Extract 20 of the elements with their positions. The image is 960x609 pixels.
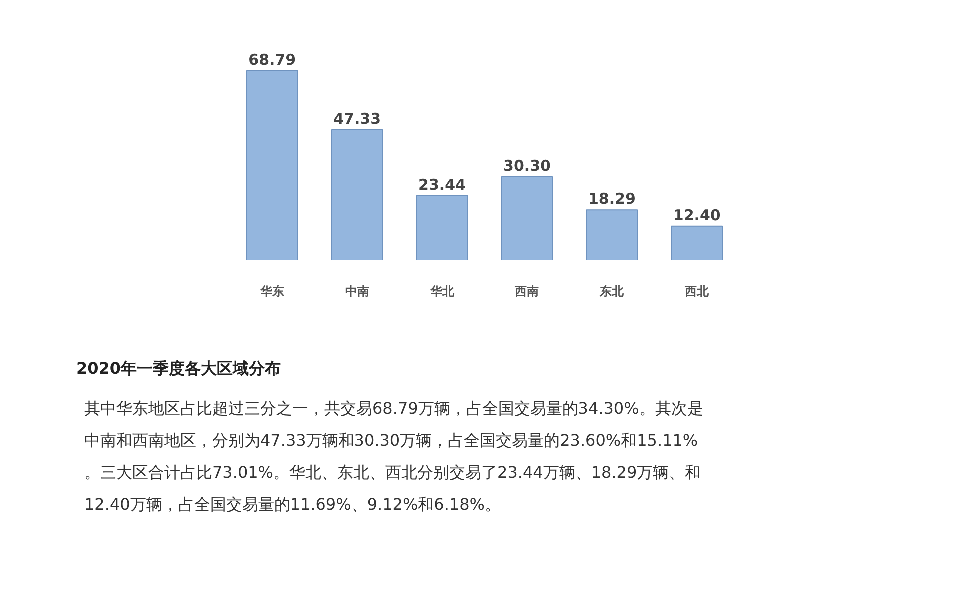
data-label: 47.33	[334, 110, 382, 128]
data-label: 12.40	[673, 206, 721, 224]
x-tick-label: 中南	[345, 284, 370, 298]
data-label: 18.29	[588, 190, 636, 208]
x-tick-label: 东北	[599, 284, 626, 298]
data-label: 23.44	[418, 176, 466, 194]
x-tick-label: 华北	[429, 284, 456, 298]
x-tick-label: 西北	[684, 284, 710, 298]
data-label: 68.79	[248, 50, 296, 69]
bar	[246, 70, 298, 260]
bar	[501, 176, 554, 260]
bar	[586, 210, 638, 260]
text: 2020年一季度各大区域分布	[76, 359, 282, 378]
bar	[416, 195, 468, 260]
bar	[671, 226, 724, 260]
data-label: 30.30	[504, 156, 551, 175]
text: 其中华东地区占比超过三分之一，共交易68.79万辆，占全国交易量的34.30%。其次是中南和西南地区，分别为47.33万辆和30.30万辆，占全国交易量的23.60%和15.11%。三大区合计占比73.01%。华北、东北、西北分别交易了23.44万辆、18.29万辆、和12.40万辆，占全国交易量的11.69%、9.12%和6.18%。	[84, 399, 704, 514]
x-tick-label: 华东	[259, 284, 284, 298]
x-tick-label: 西南	[514, 284, 540, 298]
bar	[331, 130, 384, 260]
